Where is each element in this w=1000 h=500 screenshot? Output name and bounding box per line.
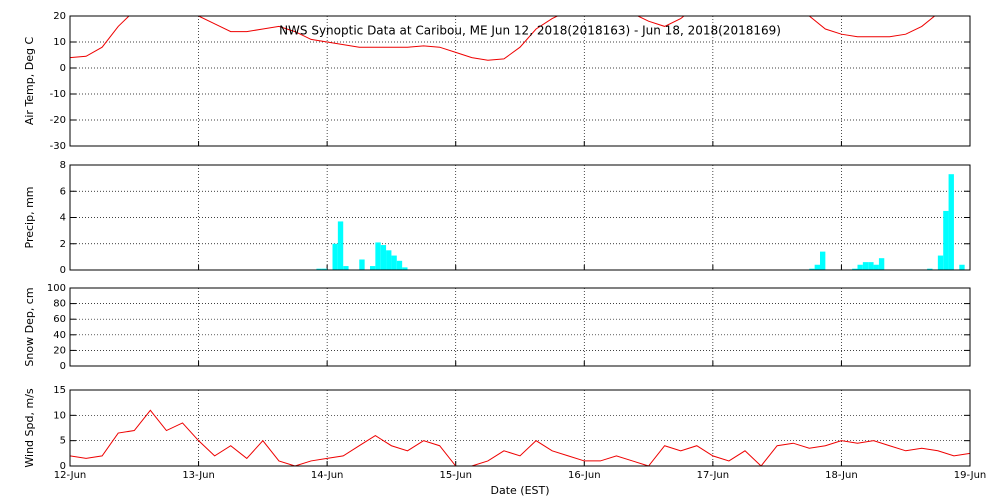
plot-frame bbox=[69, 164, 971, 271]
bar bbox=[868, 262, 874, 270]
x-tick-label: 15-Jun bbox=[439, 470, 472, 481]
y-axis-label: Snow Dep, cm bbox=[23, 287, 36, 366]
y-tick-label: 2 bbox=[60, 239, 66, 250]
bar bbox=[386, 250, 392, 270]
y-tick-label: 20 bbox=[53, 345, 66, 356]
y-tick-label: -10 bbox=[50, 89, 66, 100]
y-tick-label: 6 bbox=[60, 186, 66, 197]
y-tick-label: 5 bbox=[60, 436, 66, 447]
y-tick-label: -30 bbox=[50, 141, 66, 152]
y-tick-label: 0 bbox=[60, 361, 66, 372]
bar bbox=[820, 251, 826, 270]
bar bbox=[927, 268, 933, 270]
bar bbox=[937, 255, 944, 270]
x-axis-label: Date (EST) bbox=[490, 484, 549, 497]
bar bbox=[402, 267, 408, 270]
y-tick-label: 40 bbox=[53, 330, 66, 341]
bar bbox=[814, 264, 820, 270]
y-axis-label: Air Temp, Deg C bbox=[23, 37, 36, 126]
x-tick-label: 13-Jun bbox=[182, 470, 215, 481]
data-line bbox=[70, 16, 936, 61]
plot-frame bbox=[69, 287, 971, 367]
bar bbox=[948, 174, 954, 270]
y-tick-label: -20 bbox=[50, 115, 66, 126]
x-tick-label: 18-Jun bbox=[825, 470, 858, 481]
bar bbox=[332, 243, 338, 270]
x-tick-label: 16-Jun bbox=[568, 470, 601, 481]
bar bbox=[343, 266, 349, 270]
plot-frame bbox=[69, 389, 971, 467]
chart-title: NWS Synoptic Data at Caribou, ME Jun 12,… bbox=[279, 24, 781, 38]
y-tick-label: 80 bbox=[53, 299, 66, 310]
bar bbox=[321, 268, 328, 270]
y-tick-label: 10 bbox=[53, 37, 66, 48]
bar bbox=[337, 221, 344, 270]
bar bbox=[370, 266, 376, 270]
bar bbox=[391, 255, 397, 270]
bar bbox=[943, 210, 949, 270]
data-line bbox=[70, 409, 970, 466]
y-tick-label: 10 bbox=[53, 410, 66, 421]
bar bbox=[809, 268, 815, 270]
y-tick-label: 20 bbox=[53, 11, 66, 22]
x-tick-label: 17-Jun bbox=[697, 470, 730, 481]
bar bbox=[396, 260, 403, 270]
bar bbox=[380, 245, 387, 270]
y-tick-label: 60 bbox=[53, 314, 66, 325]
y-tick-label: 0 bbox=[60, 265, 66, 276]
y-tick-label: 0 bbox=[60, 63, 66, 74]
y-tick-label: 0 bbox=[60, 461, 66, 472]
bar bbox=[878, 258, 885, 270]
bar bbox=[873, 264, 879, 270]
y-axis-label: Wind Spd, m/s bbox=[23, 388, 36, 468]
bar bbox=[375, 242, 381, 270]
bar bbox=[316, 268, 322, 270]
plot-frame bbox=[69, 15, 971, 147]
y-tick-label: 100 bbox=[47, 283, 66, 294]
y-tick-label: 8 bbox=[60, 160, 66, 171]
bar bbox=[862, 262, 869, 270]
bar bbox=[959, 264, 965, 270]
x-tick-label: 14-Jun bbox=[311, 470, 344, 481]
y-tick-label: 4 bbox=[60, 213, 66, 224]
bar bbox=[852, 268, 858, 270]
bar bbox=[857, 264, 863, 270]
x-tick-label: 12-Jun bbox=[54, 470, 87, 481]
y-tick-label: 15 bbox=[53, 385, 66, 396]
x-tick-label: 19-Jun bbox=[954, 470, 987, 481]
y-axis-label: Precip, mm bbox=[23, 187, 36, 249]
bar bbox=[359, 259, 365, 270]
